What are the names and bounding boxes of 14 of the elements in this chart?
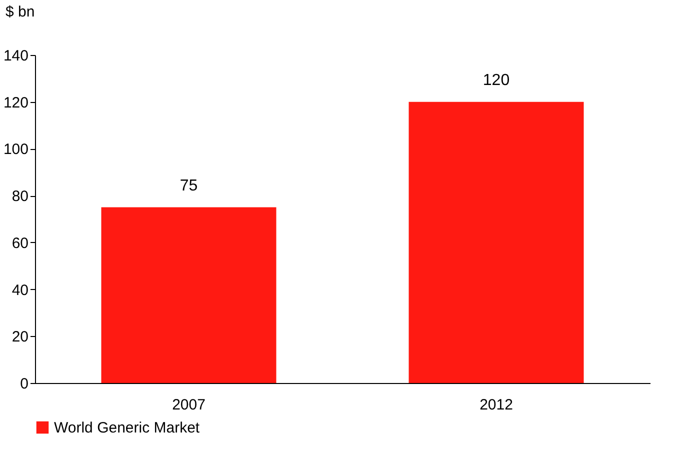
y-axis-title: $ bn	[6, 4, 35, 20]
y-tick-label: 60	[12, 234, 28, 252]
legend-label: World Generic Market	[54, 420, 200, 436]
x-tick-label: 2007	[172, 396, 206, 414]
y-tick-label: 0	[20, 376, 28, 392]
data-label: 75	[180, 177, 198, 194]
y-tick-label: 140	[3, 48, 28, 64]
y-tick-label: 100	[3, 141, 28, 158]
y-tick-label: 20	[12, 328, 28, 346]
y-tick-label: 40	[12, 282, 28, 299]
y-tick-label: 120	[3, 94, 28, 112]
data-label: 120	[482, 72, 510, 89]
y-tick-label: 80	[12, 188, 28, 206]
x-tick-label: 2012	[480, 396, 513, 414]
